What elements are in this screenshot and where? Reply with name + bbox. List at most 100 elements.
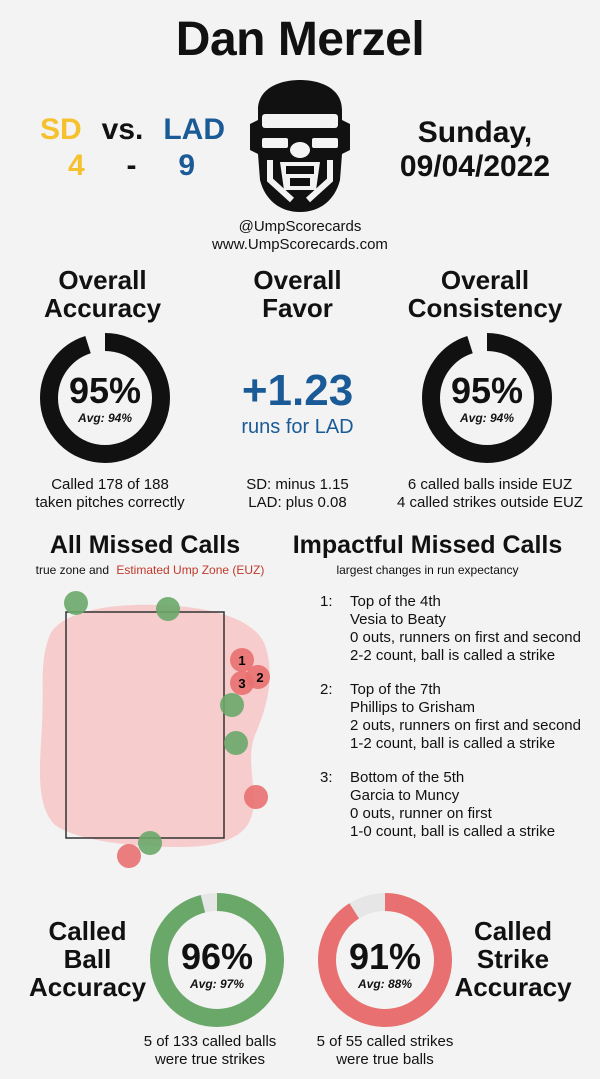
missed-call-ball [224,731,248,755]
called-ball-label-line3: Accuracy [28,972,147,1002]
impact-item-number: 2: [320,681,333,698]
euz-area [39,604,270,847]
overall-accuracy-title-line1: Overall [58,265,147,295]
impact-item-situation: 0 outs, runners on first and second [350,629,581,646]
impact-item-matchup: Phillips to Grisham [350,699,476,716]
umpire-mask-icon [250,80,350,212]
impact-item-call: 2-2 count, ball is called a strike [350,647,556,664]
missed-call-strike [244,785,268,809]
impact-item-call: 1-0 count, ball is called a strike [350,823,556,840]
overall-consistency-caption: 6 called balls inside EUZ 4 called strik… [385,476,595,512]
missed-call-ball [138,831,162,855]
called-ball-label-line1: Called [48,916,127,946]
missed-call-ball [156,597,180,621]
overall-accuracy-title-line2: Accuracy [43,293,162,323]
impact-item: 1: Top of the 4th Vesia to Beaty 0 outs,… [320,593,595,673]
date-day: Sunday, [417,116,533,149]
overall-favor-title-line2: Favor [262,293,333,323]
overall-favor-title: Overall Favor [205,266,390,322]
called-strike-avg: Avg: 88% [357,977,413,991]
called-ball-label-line2: Ball [63,944,112,974]
umpire-name: Dan Merzel [175,13,425,66]
ring-fill [150,893,284,1027]
missed-call-strike [230,648,254,672]
called-ball-caption-line1: 5 of 133 called balls [143,1033,277,1050]
overall-accuracy-caption-line1: Called 178 of 188 [51,476,169,493]
impactful-title: Impactful Missed Calls [292,531,563,559]
overall-consistency-title: Overall Consistency [395,266,575,322]
overall-favor-caption-line2: LAD: plus 0.08 [248,494,347,511]
overall-consistency-title-line2: Consistency [407,293,563,323]
called-ball-label: Called Ball Accuracy [20,917,155,1001]
overall-favor-caption-line1: SD: minus 1.15 [246,476,349,493]
impact-item-inning: Top of the 7th [350,681,441,698]
score-dash: - [126,149,137,182]
missed-calls-zone-chart: 1 2 3 [39,591,270,868]
called-ball-caption: 5 of 133 called balls were true strikes [110,1033,310,1069]
overall-favor-unit: runs for LAD [241,416,354,438]
impact-item-matchup: Vesia to Beaty [350,611,446,628]
impact-item-situation: 2 outs, runners on first and second [350,717,581,734]
impact-item-number: 3: [320,769,333,786]
missed-call-strike [117,844,141,868]
missed-call-strike [230,671,254,695]
missed-call-ball [220,693,244,717]
impact-item-matchup: Garcia to Muncy [350,787,460,804]
called-strike-caption-line2: were true balls [336,1051,434,1068]
called-strike-value: 91% [348,936,422,977]
game-score: SD vs. LAD 4 - 9 [40,112,225,184]
impact-item-inning: Bottom of the 5th [350,769,465,786]
home-score: 9 [178,149,195,182]
called-ball-value: 96% [180,936,254,977]
overall-accuracy-title: Overall Accuracy [10,266,195,322]
all-missed-legend: true zone and Estimated Ump Zone (EUZ) [10,563,290,577]
missed-call-ball [64,591,88,615]
called-strike-caption: 5 of 55 called strikes were true balls [285,1033,485,1069]
overall-favor-value: +1.23 [241,366,354,415]
called-strike-label-line3: Accuracy [454,972,572,1002]
impact-item: 3: Bottom of the 5th Garcia to Muncy 0 o… [320,769,595,849]
called-strike-label: Called Strike Accuracy [448,917,578,1001]
overall-favor-title-line1: Overall [253,265,342,295]
pitch-label-1: 1 [238,653,245,668]
pitch-label-2: 2 [256,670,263,685]
impact-item: 2: Top of the 7th Phillips to Grisham 2 … [320,681,595,761]
impact-item-inning: Top of the 4th [350,593,441,610]
website-link[interactable]: www.UmpScorecards.com [212,236,388,253]
legend-euz: Estimated Ump Zone (EUZ) [116,563,265,577]
overall-consistency-caption-line1: 6 called balls inside EUZ [407,476,573,493]
impact-item-number: 1: [320,593,333,610]
social-handle[interactable]: @UmpScorecards [238,218,362,235]
overall-accuracy-caption: Called 178 of 188 taken pitches correctl… [5,476,215,512]
overall-accuracy-caption-line2: taken pitches correctly [35,494,185,511]
overall-consistency-title-line1: Overall [440,265,530,295]
called-ball-ring [150,893,284,1027]
overall-favor-caption: SD: minus 1.15 LAD: plus 0.08 [205,476,390,512]
overall-consistency-caption-line2: 4 called strikes outside EUZ [397,494,583,511]
home-team: LAD [163,113,225,146]
date-value: 09/04/2022 [399,150,551,183]
called-strike-label-line1: Called [473,916,553,946]
away-team: SD [40,113,82,146]
called-ball-caption-line2: were true strikes [154,1051,266,1068]
ring-fill [318,893,452,1027]
ring-fill [422,333,552,463]
vs-label: vs. [101,113,144,146]
pitch-label-3: 3 [238,676,245,691]
impact-item-call: 1-2 count, ball is called a strike [350,735,556,752]
called-ball-avg: Avg: 97% [189,977,245,991]
impact-item-situation: 0 outs, runner on first [350,805,492,822]
called-strike-ring [318,893,452,1027]
called-strike-label-line2: Strike [476,944,550,974]
away-score: 4 [68,149,85,182]
legend-true-zone: true zone and [35,563,109,577]
overall-consistency-ring [422,333,552,463]
called-strike-caption-line1: 5 of 55 called strikes [316,1033,454,1050]
ring-fill [40,333,170,463]
game-date: Sunday, 09/04/2022 [370,116,580,184]
overall-accuracy-ring [40,333,170,463]
all-missed-title: All Missed Calls [49,531,241,559]
overall-accuracy-avg: Avg: 94% [77,411,133,425]
social-links: @UmpScorecards www.UmpScorecards.com [170,218,430,254]
overall-consistency-value: 95% [450,370,524,411]
